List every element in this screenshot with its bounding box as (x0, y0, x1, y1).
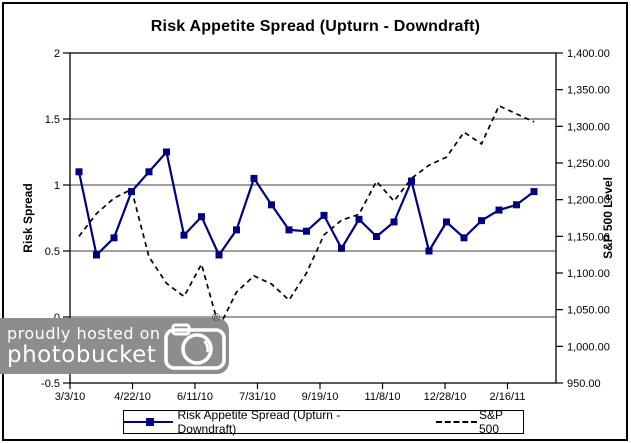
left-axis-tick-label: 1.5 (45, 114, 60, 126)
risk-spread-data-point (338, 244, 345, 252)
legend: Risk Appetite Spread (Upturn - Downdraft… (123, 408, 524, 436)
left-axis-tick-label: 0.5 (45, 246, 60, 258)
risk-spread-data-point (145, 168, 153, 176)
risk-spread-data-point (460, 234, 468, 242)
right-axis-tick-label: 950.00 (567, 378, 601, 390)
right-axis-tick-label: 1,350.00 (567, 85, 610, 97)
right-axis-title: S&P 500 Level (601, 177, 615, 259)
photobucket-watermark: proudly hosted on photobucket (0, 318, 229, 374)
risk-spread-data-point (408, 177, 415, 185)
x-axis-tick-label: 11/8/10 (365, 391, 401, 403)
left-axis-tick-label: -0.5 (41, 378, 60, 390)
right-axis-tick-label: 1,150.00 (567, 231, 610, 243)
risk-spread-data-point (373, 232, 380, 240)
risk-spread-data-point (268, 201, 275, 209)
risk-spread-data-point (425, 247, 433, 255)
risk-spread-data-point (128, 188, 135, 196)
left-axis-title: Risk Spread (21, 183, 35, 253)
x-axis-tick-label: 3/3/10 (55, 391, 86, 403)
x-axis-tick-label: 4/22/10 (114, 391, 151, 403)
x-axis-tick-label: 2/16/11 (490, 391, 526, 403)
right-axis-tick-label: 1,000.00 (567, 341, 610, 353)
right-axis-tick-label: 1,050.00 (567, 305, 610, 317)
risk-spread-data-point (93, 251, 100, 259)
risk-spread-data-point (355, 215, 363, 223)
right-axis-tick-label: 1,250.00 (567, 158, 610, 170)
risk-spread-data-point (75, 168, 83, 176)
left-axis-tick-label: 1 (54, 180, 60, 192)
x-axis-tick-label: 6/11/10 (177, 391, 213, 403)
risk-spread-data-point (180, 231, 188, 239)
sp500-series-line (78, 104, 535, 330)
right-axis-tick-label: 1,200.00 (567, 195, 610, 207)
watermark-line1: proudly hosted on (7, 323, 161, 343)
risk-spread-data-point (478, 217, 485, 225)
risk-spread-data-point (513, 201, 520, 209)
risk-spread-data-point (285, 226, 293, 234)
risk-spread-data-point (198, 213, 205, 221)
legend-sp500-line-sample (435, 418, 477, 428)
risk-spread-data-point (303, 227, 310, 235)
risk-spread-data-point (530, 188, 538, 196)
risk-spread-data-point (163, 148, 170, 156)
right-axis-tick-label: 1,300.00 (567, 121, 610, 133)
square-marker-icon (146, 418, 154, 426)
risk-spread-data-point (110, 234, 118, 242)
right-axis-tick-label: 1,400.00 (567, 48, 610, 60)
legend-sp500-label: S&P 500 (478, 408, 503, 436)
risk-spread-data-point (495, 206, 503, 214)
risk-spread-data-point (250, 174, 258, 182)
risk-spread-data-point (215, 251, 223, 259)
legend-risk-label: Risk Appetite Spread (Upturn - Downdraft… (177, 408, 341, 436)
legend-risk-line-sample (124, 417, 173, 427)
left-axis-tick-label: 2 (54, 48, 60, 60)
x-axis-tick-label: 12/28/10 (424, 391, 467, 403)
registered-trademark-symbol: ® (212, 312, 221, 324)
risk-spread-data-point (443, 218, 450, 226)
risk-spread-data-point (320, 211, 328, 219)
risk-spread-data-point (233, 226, 240, 234)
x-axis-tick-label: 9/19/10 (302, 391, 339, 403)
x-axis-tick-label: 7/31/10 (239, 391, 276, 403)
watermark-line2: photobucket (7, 341, 157, 368)
chart-title: Risk Appetite Spread (Upturn - Downdraft… (150, 18, 481, 35)
risk-spread-data-point (390, 218, 398, 226)
camera-icon (163, 323, 226, 370)
watermark-text: proudly hosted on photobucket (0, 323, 161, 368)
right-axis-tick-label: 1,100.00 (567, 268, 610, 280)
